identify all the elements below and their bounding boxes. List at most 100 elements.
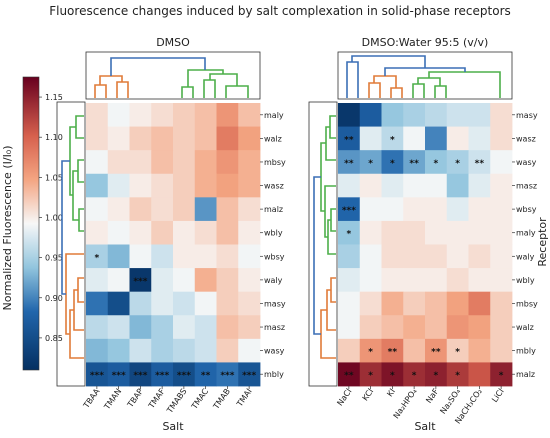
row-label: wbly [516,276,535,285]
heatmap-cell [381,268,404,293]
heatmap-cell [381,362,404,387]
row-dendro-link [77,277,84,303]
significance-marker: ** [409,159,419,169]
col-dendro-link [225,85,249,98]
row-dendro-link [75,115,84,139]
figure-title: Fluorescence changes induced by salt com… [49,4,511,18]
heatmap-cell [490,150,513,175]
row-dendro-link [313,176,321,335]
row-label: masy [264,299,286,308]
heatmap-cell [381,197,404,222]
row-dendro-link [330,208,336,232]
heatmap-cell [468,291,491,316]
heatmap-cell [173,291,196,316]
significance-marker: * [390,159,395,169]
row-label: wasy [516,158,537,167]
row-dendro-link [325,126,336,161]
heatmap-dmso: ******* *** *** *** *** ** *** ***malywalzmbsyw… [81,103,286,416]
row-label: walz [264,134,282,143]
heatmap-cell [425,338,448,363]
heatmap-cell [173,268,196,293]
column-label: TMABS [165,387,189,416]
heatmap-cell [359,173,382,198]
heatmap-cell [338,150,361,175]
significance-marker: * [95,253,100,263]
heatmap-cell [216,197,239,222]
row-dendro-link [73,289,84,331]
heatmap-cell [359,291,382,316]
heatmap-cell [338,126,361,151]
heatmap-cell [359,268,382,293]
heatmap-cell [359,150,382,175]
significance-marker: ** [344,135,354,145]
colorbar: 1.15 1.10 1.05 1.00 0.95 0.90 0.85 Normalized … [1,76,63,371]
heatmap-cell [151,197,174,222]
heatmap-cell [107,173,130,198]
heatmap-cell [194,173,217,198]
heatmap-cell [173,103,196,127]
panel-dmso-water: DMSO:Water 95:5 (v/v) ** ** [308,36,549,433]
column-label: TBAA [81,387,102,411]
heatmap-cell [238,173,261,198]
heatmap-cell [129,126,152,151]
column-label: TMAF [146,387,167,411]
col-dendro-link [373,75,397,88]
heatmap-cell [425,220,448,245]
heatmap-cell [425,173,448,198]
significance-marker: *** [112,371,126,381]
heatmap-cell [381,315,404,340]
heatmap-cell [403,173,426,198]
heatmap-cell [173,315,196,340]
heatmap-cell [468,173,491,198]
heatmap-cell [86,338,109,363]
significance-marker: * [390,371,395,381]
heatmap-cell [338,315,361,340]
heatmap-cell [403,362,426,387]
heatmap-cell [107,103,130,127]
heatmap-cell [359,197,382,222]
heatmap-cell [216,315,239,340]
significance-marker: *** [220,371,234,381]
col-dendro-link [346,61,359,98]
significance-marker: * [368,348,373,358]
heatmap-cell [446,220,469,245]
heatmap-cell [446,244,469,269]
heatmap-cell [86,268,109,293]
heatmap-cell [151,220,174,245]
heatmap-cell [238,197,261,222]
colorbar-ticks: 1.15 1.10 1.05 1.00 0.95 0.90 0.85 [39,93,63,343]
significance-marker: * [455,348,460,358]
row-label: wbly [264,229,283,238]
heatmap-cell [86,244,109,269]
heatmap-cell [381,244,404,269]
heatmap-cell [173,173,196,198]
heatmap-cell [468,362,491,387]
colorbar-gradient [22,76,40,371]
y-axis-label-receptor: Receptor [536,217,549,267]
col-dendro-link [94,84,107,98]
col-dendro-link [116,81,129,98]
significance-marker: * [434,159,439,169]
heatmap-cell [359,244,382,269]
heatmap-cell [129,197,152,222]
significance-marker: * [499,371,504,381]
heatmap-cell [359,103,382,127]
heatmap-cell [490,173,513,198]
heatmap-cell [129,103,152,127]
colorbar-tick-label: 0.95 [45,254,63,263]
row-dendro-link [330,277,336,303]
heatmap-cell [468,244,491,269]
heatmap-cell [238,220,261,245]
heatmap-cell [238,150,261,175]
heatmap-cell [173,197,196,222]
row-label: waly [516,252,535,261]
heatmap-cell [173,150,196,175]
heatmap-cell [403,338,426,363]
row-dendro-link [65,253,84,335]
heatmap-cell [468,338,491,363]
heatmap-cell [129,315,152,340]
heatmap-cell [403,268,426,293]
heatmap-cell [107,197,130,222]
heatmap-cell [216,244,239,269]
heatmap-cell [468,197,491,222]
